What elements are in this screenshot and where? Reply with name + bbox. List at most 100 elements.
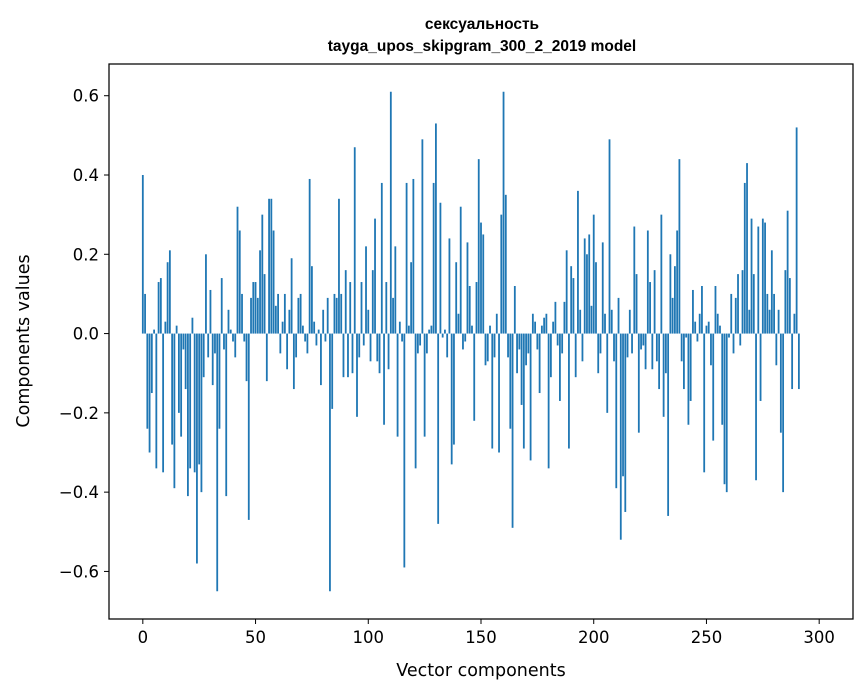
bar — [635, 274, 638, 334]
bar — [437, 333, 440, 524]
bar — [216, 333, 219, 592]
bar — [435, 123, 437, 334]
bar — [586, 254, 588, 334]
bar — [202, 333, 205, 378]
bar — [301, 325, 304, 334]
bar — [241, 293, 243, 334]
bar — [453, 333, 455, 445]
bar — [662, 333, 665, 417]
bar — [552, 321, 555, 334]
bar — [268, 198, 270, 334]
bar — [306, 333, 309, 354]
bar — [281, 321, 284, 334]
bar — [274, 305, 277, 334]
bar — [394, 246, 397, 334]
bar — [655, 333, 658, 362]
x-tick-label: 150 — [465, 628, 497, 647]
bar — [304, 333, 307, 342]
bar — [777, 309, 780, 334]
chart-subtitle: tayga_upos_skipgram_300_2_2019 model — [328, 38, 636, 55]
bar — [347, 333, 349, 378]
bar — [734, 297, 737, 334]
bar — [795, 127, 798, 334]
bar — [263, 274, 266, 334]
bar — [710, 333, 712, 366]
bar — [272, 230, 275, 334]
bar — [495, 313, 498, 334]
bar — [349, 282, 352, 334]
y-tick-label: 0.6 — [73, 87, 99, 106]
y-axis-label: Components values — [14, 254, 34, 427]
bar — [191, 317, 194, 334]
bar — [405, 182, 408, 334]
bar — [678, 159, 681, 334]
bar — [491, 333, 494, 449]
bar — [509, 333, 512, 429]
bar — [644, 333, 647, 370]
bar — [588, 234, 591, 334]
bar — [168, 250, 171, 334]
bar — [788, 278, 791, 334]
bar — [162, 333, 165, 473]
bar — [387, 333, 390, 370]
bar — [288, 309, 291, 334]
bar — [344, 270, 347, 334]
bar — [595, 262, 597, 334]
bar — [441, 333, 444, 338]
bar — [714, 286, 717, 334]
bar — [157, 282, 160, 334]
bar — [707, 321, 710, 334]
bar — [673, 266, 676, 334]
bar — [261, 214, 264, 334]
bar — [450, 333, 453, 465]
bar — [180, 333, 183, 437]
bar — [721, 333, 724, 425]
bar — [283, 293, 286, 334]
bar — [640, 333, 642, 350]
bar — [761, 218, 764, 334]
bar — [667, 333, 670, 516]
bar — [329, 333, 331, 592]
bar — [793, 313, 796, 334]
bar — [692, 289, 694, 334]
bar — [223, 333, 225, 350]
bar — [389, 91, 392, 334]
bar — [220, 278, 223, 334]
bar — [716, 313, 719, 334]
bar — [779, 333, 782, 433]
bar — [369, 333, 372, 362]
bar — [502, 91, 505, 334]
bar — [229, 329, 232, 334]
bar — [561, 333, 564, 354]
bar — [549, 333, 552, 378]
bar — [583, 238, 586, 334]
bar — [326, 297, 329, 334]
bar — [554, 301, 557, 334]
bar — [471, 325, 473, 334]
bar — [376, 333, 379, 362]
bar — [270, 198, 273, 334]
bar — [651, 333, 654, 370]
bar — [525, 333, 527, 366]
bar — [320, 333, 322, 386]
bar — [459, 206, 462, 334]
bar — [245, 333, 248, 382]
bar — [775, 333, 778, 366]
bar — [590, 305, 593, 334]
y-tick-label: −0.6 — [59, 562, 99, 581]
bar — [631, 333, 633, 354]
bar — [547, 333, 550, 469]
bar-series — [141, 91, 800, 592]
bar — [392, 297, 394, 334]
bar — [193, 333, 196, 473]
bar — [768, 309, 771, 334]
bar — [252, 282, 255, 334]
bar — [292, 333, 295, 390]
bar — [540, 325, 543, 334]
bar — [425, 333, 428, 354]
bar — [696, 333, 699, 342]
bar — [579, 309, 582, 334]
bar — [338, 198, 340, 334]
bar — [367, 309, 370, 334]
